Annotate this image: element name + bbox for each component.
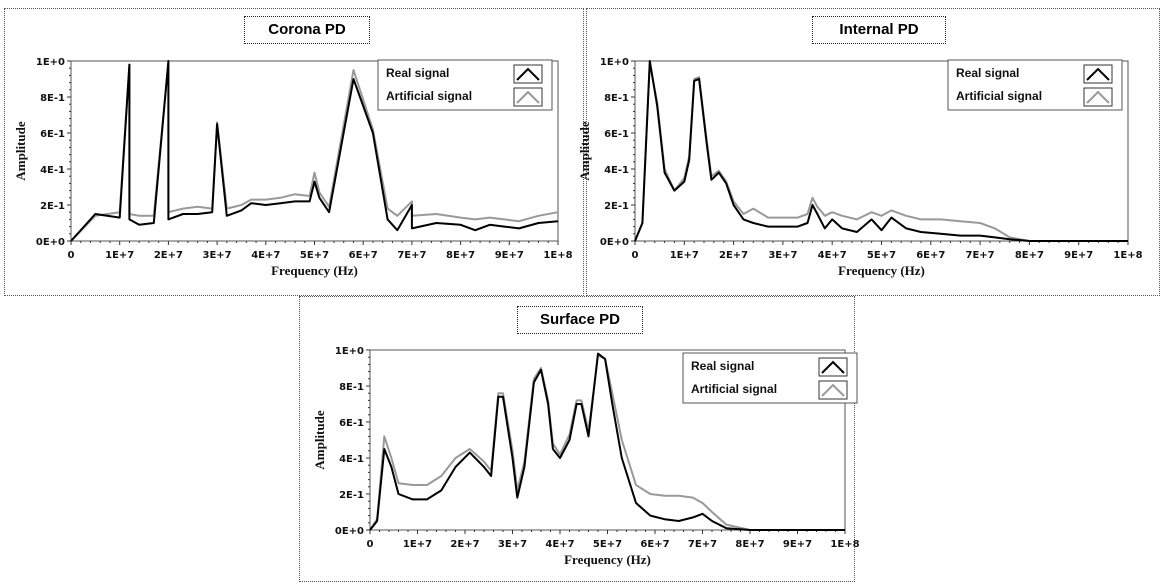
x-tick-label: 7E+7 xyxy=(966,250,995,261)
x-tick-label: 5E+7 xyxy=(867,250,896,261)
legend-swatch-box xyxy=(818,380,848,400)
legend-swatch-box xyxy=(818,357,848,377)
x-tick-label: 8E+7 xyxy=(446,250,475,261)
series-line-real-signal xyxy=(369,352,845,531)
chart-corona: 0 1E+7 2E+7 3E+7 4E+7 5E+7 6E+7 7E+7 8E+7 9E+7 1E+… xyxy=(13,57,573,278)
x-tick-label: 3E+7 xyxy=(203,250,232,261)
x-tick-label: 1E+7 xyxy=(403,539,432,550)
panel-surface xyxy=(299,296,855,582)
legend-label: Artificial signal xyxy=(956,89,1042,103)
x-tick-label: 9E+7 xyxy=(783,539,812,550)
y-tick-label: 4E-1 xyxy=(339,454,364,465)
x-tick-label: 0 xyxy=(367,539,374,550)
chart-internal: 0 1E+7 2E+7 3E+7 4E+7 5E+7 6E+7 7E+7 8E+7 9E+7 1E+… xyxy=(577,57,1143,278)
chart-title-corona: Corona PD xyxy=(244,16,370,44)
legend-swatch-line xyxy=(821,383,845,397)
series-line-real-signal xyxy=(634,60,1128,242)
y-tick-label: 8E-1 xyxy=(339,382,364,393)
legend-swatch-box xyxy=(1083,64,1113,84)
x-tick-label: 1E+8 xyxy=(830,539,859,550)
x-tick-label: 4E+7 xyxy=(251,250,280,261)
x-tick-label: 1E+8 xyxy=(1113,250,1142,261)
x-tick-label: 1E+7 xyxy=(105,250,134,261)
x-tick-label: 9E+7 xyxy=(495,250,524,261)
x-tick-label: 7E+7 xyxy=(397,250,426,261)
x-tick-label: 1E+8 xyxy=(543,250,572,261)
x-tick-label: 6E+7 xyxy=(640,539,669,550)
legend-swatch-box xyxy=(513,87,543,107)
y-tick-label: 1E+0 xyxy=(600,57,629,68)
x-axis-label: Frequency (Hz) xyxy=(271,263,358,278)
y-axis-label: Amplitude xyxy=(13,121,28,180)
y-tick-label: 6E-1 xyxy=(604,129,629,140)
y-tick-label: 0E+0 xyxy=(36,237,65,248)
legend-label: Artificial signal xyxy=(386,89,472,103)
x-tick-label: 4E+7 xyxy=(545,539,574,550)
y-axis-label: Amplitude xyxy=(577,121,592,180)
y-tick-label: 2E-1 xyxy=(604,201,629,212)
y-tick-label: 1E+0 xyxy=(335,346,364,357)
x-tick-label: 9E+7 xyxy=(1064,250,1093,261)
y-tick-label: 1E+0 xyxy=(36,57,65,68)
chart-title-internal: Internal PD xyxy=(812,16,946,44)
panel-internal xyxy=(586,8,1160,296)
y-tick-label: 6E-1 xyxy=(339,418,364,429)
chart-surface: 0 1E+7 2E+7 3E+7 4E+7 5E+7 6E+7 7E+7 8E+7 9E+7 1E+… xyxy=(312,346,860,567)
legend-label: Real signal xyxy=(386,66,449,80)
y-tick-label: 4E-1 xyxy=(604,165,629,176)
chart-title-surface: Surface PD xyxy=(517,306,643,334)
x-tick-label: 5E+7 xyxy=(593,539,622,550)
x-tick-label: 0 xyxy=(632,250,639,261)
legend-swatch-box xyxy=(513,64,543,84)
y-tick-label: 4E-1 xyxy=(40,165,65,176)
y-tick-label: 2E-1 xyxy=(339,490,364,501)
legend-swatch-line xyxy=(1086,90,1110,104)
legend-swatch-line xyxy=(1086,67,1110,81)
y-tick-label: 0E+0 xyxy=(600,237,629,248)
x-tick-label: 7E+7 xyxy=(688,539,717,550)
x-tick-label: 3E+7 xyxy=(768,250,797,261)
x-tick-label: 6E+7 xyxy=(349,250,378,261)
x-tick-label: 8E+7 xyxy=(735,539,764,550)
y-tick-label: 6E-1 xyxy=(40,129,65,140)
panel-corona xyxy=(4,8,584,296)
legend-label: Artificial signal xyxy=(691,382,777,396)
y-axis-label: Amplitude xyxy=(312,410,327,469)
legend-label: Real signal xyxy=(956,66,1019,80)
x-tick-label: 2E+7 xyxy=(719,250,748,261)
x-tick-label: 4E+7 xyxy=(818,250,847,261)
y-tick-label: 8E-1 xyxy=(604,93,629,104)
series-line-real-signal xyxy=(70,60,559,242)
y-tick-label: 0E+0 xyxy=(335,526,364,537)
legend-swatch-line xyxy=(516,67,540,81)
legend-swatch-line xyxy=(516,90,540,104)
x-axis-label: Frequency (Hz) xyxy=(564,552,651,567)
x-tick-label: 5E+7 xyxy=(300,250,329,261)
legend-swatch-box xyxy=(1083,87,1113,107)
x-tick-label: 6E+7 xyxy=(916,250,945,261)
x-tick-label: 2E+7 xyxy=(450,539,479,550)
legend-label: Real signal xyxy=(691,359,754,373)
x-tick-label: 2E+7 xyxy=(154,250,183,261)
x-tick-label: 1E+7 xyxy=(670,250,699,261)
y-tick-label: 8E-1 xyxy=(40,93,65,104)
x-axis-label: Frequency (Hz) xyxy=(838,263,925,278)
legend-swatch-line xyxy=(821,360,845,374)
x-tick-label: 3E+7 xyxy=(498,539,527,550)
x-tick-label: 0 xyxy=(68,250,75,261)
y-tick-label: 2E-1 xyxy=(40,201,65,212)
x-tick-label: 8E+7 xyxy=(1015,250,1044,261)
